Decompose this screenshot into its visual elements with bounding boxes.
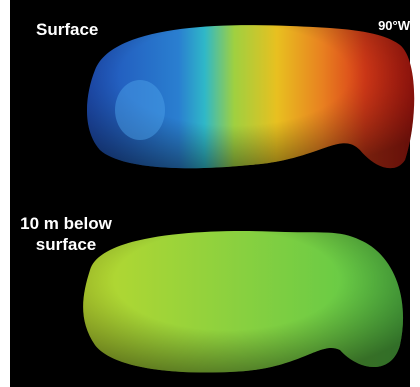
view-label: 90°W (378, 18, 411, 33)
asteroid-subsurface-shading (83, 231, 403, 373)
surface-highlight (115, 80, 165, 140)
figure: Surface 90°W 10 m below surface (0, 0, 420, 387)
bottom-label-line: 10 m below (20, 214, 112, 233)
top-label: Surface (36, 20, 98, 39)
bottom-label-line: surface (36, 235, 96, 254)
page: Surface 90°W 10 m below surface (() => {… (0, 0, 420, 387)
